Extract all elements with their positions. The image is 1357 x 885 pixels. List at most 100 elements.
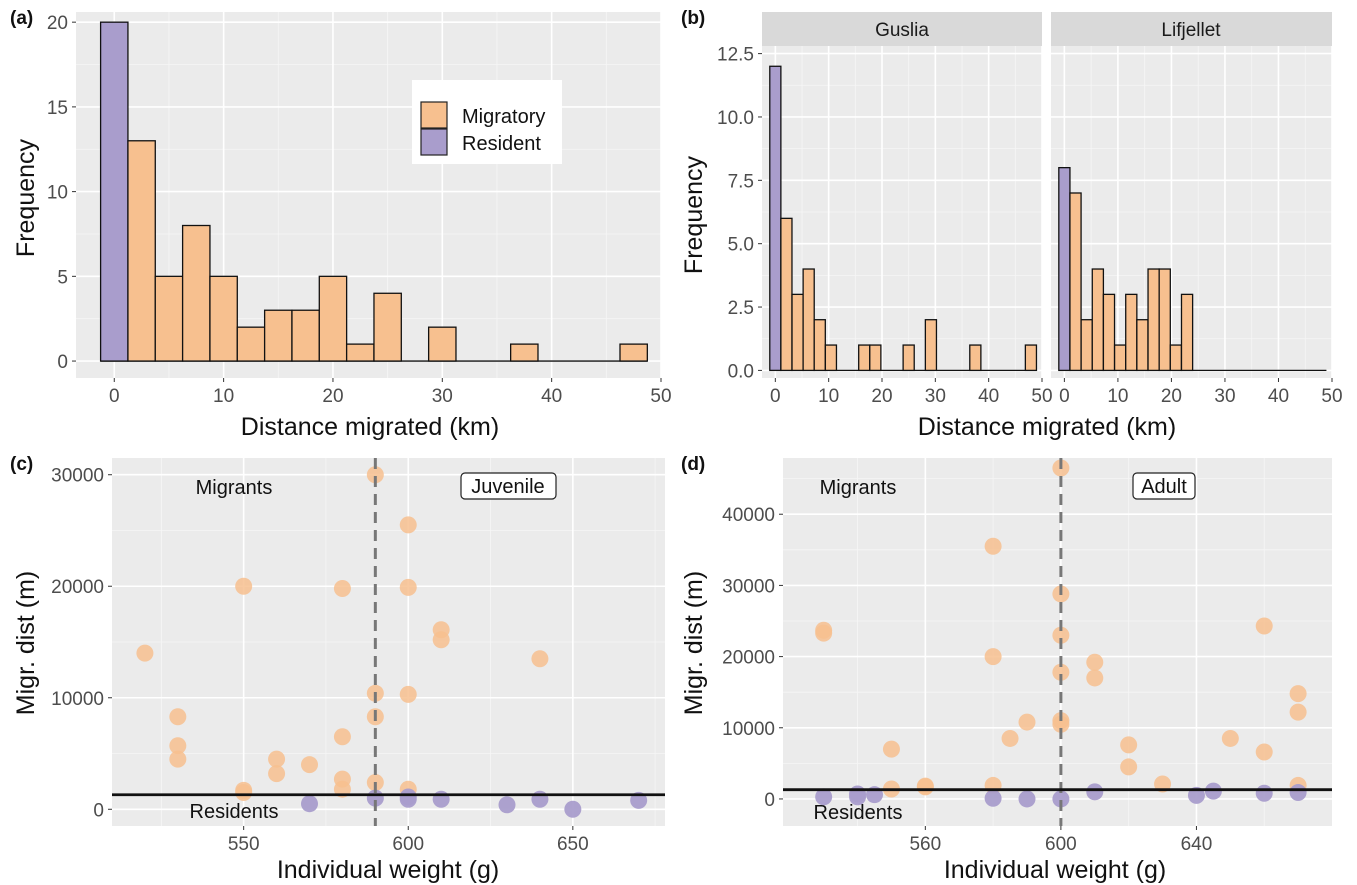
panel-d-plot: 560 600 640 0 10000 20000 30000 40000 <box>722 458 1332 855</box>
panel-d-adult-label: Adult <box>1141 476 1187 498</box>
point-migratory <box>1120 758 1138 776</box>
x-tick-label: 10 <box>818 386 839 407</box>
point-resident <box>301 795 318 813</box>
histogram-bar <box>1069 192 1082 372</box>
point-migratory <box>1289 703 1307 721</box>
point-resident <box>815 788 833 806</box>
y-tick-label: 10 <box>47 183 68 204</box>
panel-c: (c) 550 600 650 0 10000 20000 30000 Migrants R… <box>10 454 665 884</box>
histogram-bar <box>824 344 838 372</box>
histogram-bar <box>858 344 871 372</box>
panel-a-xlabel: Distance migrated (km) <box>241 413 499 441</box>
y-tick-label: 20000 <box>51 577 104 598</box>
y-tick-label: 15 <box>47 98 68 119</box>
histogram-bar <box>1024 344 1038 372</box>
x-tick-label: 560 <box>909 834 941 855</box>
histogram-bar <box>291 309 320 362</box>
point-resident <box>849 788 867 806</box>
histogram-bar <box>99 21 129 362</box>
y-tick-label: 10.0 <box>717 108 754 129</box>
point-migratory <box>432 631 450 649</box>
point-migratory <box>268 765 286 783</box>
point-migratory <box>366 466 384 484</box>
panel-a-label: (a) <box>10 8 33 29</box>
point-migratory <box>531 650 549 668</box>
point-migratory <box>1052 715 1070 733</box>
point-migratory <box>1289 685 1307 703</box>
x-tick-label: 550 <box>228 834 260 855</box>
point-migratory <box>1154 775 1172 793</box>
point-migratory <box>984 537 1002 555</box>
x-tick-label: 30 <box>925 386 946 407</box>
histogram-bar <box>373 292 402 362</box>
legend-label-resident: Resident <box>462 133 541 155</box>
histogram-bar <box>780 217 793 372</box>
histogram-bar <box>869 344 882 372</box>
histogram-bar <box>1091 268 1105 372</box>
point-migratory <box>301 756 318 774</box>
panel-c-label: (c) <box>10 454 33 475</box>
histogram-bar <box>902 344 915 372</box>
histogram-bar <box>802 268 815 372</box>
point-migratory <box>882 740 900 758</box>
histogram-bar <box>318 275 348 362</box>
histogram-bar <box>969 344 982 372</box>
point-migratory <box>1052 663 1070 681</box>
y-tick-label: 0 <box>57 352 68 373</box>
x-tick-label: 600 <box>1045 834 1077 855</box>
y-tick-label: 30000 <box>51 466 104 487</box>
point-resident <box>1255 784 1273 802</box>
x-tick-label: 30 <box>432 386 453 407</box>
panel-d-xlabel: Individual weight (g) <box>944 856 1166 884</box>
histogram-bar <box>1080 319 1093 372</box>
y-tick-label: 2.5 <box>728 298 754 319</box>
histogram-bar <box>619 343 648 362</box>
histogram-bar <box>1158 268 1171 372</box>
point-migratory <box>1255 743 1273 761</box>
histogram-bar <box>154 275 184 362</box>
facet-title-lifjellet: Lifjellet <box>1161 20 1221 41</box>
y-tick-label: 5 <box>57 267 68 288</box>
histogram-bar <box>345 343 375 362</box>
point-resident <box>399 790 417 808</box>
point-migratory <box>333 579 351 597</box>
point-migratory <box>1052 626 1070 644</box>
point-migratory <box>333 728 351 746</box>
panel-d-residents-label: Residents <box>814 802 903 824</box>
histogram-bar <box>427 326 457 362</box>
point-migratory <box>916 778 934 796</box>
panel-a-legend: Migratory Resident <box>412 80 562 164</box>
point-migratory <box>169 750 187 768</box>
histogram-bar <box>263 309 293 362</box>
panel-d-label: (d) <box>681 454 705 475</box>
y-tick-label: 30000 <box>722 576 775 597</box>
x-tick-label: 20 <box>322 386 343 407</box>
x-tick-label: 50 <box>1321 386 1342 407</box>
x-tick-label: 50 <box>1031 386 1052 407</box>
panel-c-residents-label: Residents <box>190 801 279 823</box>
point-resident <box>564 800 582 818</box>
point-resident <box>1204 782 1222 800</box>
point-migratory <box>1120 736 1138 754</box>
point-resident <box>1052 790 1070 808</box>
histogram-bar <box>813 319 826 372</box>
y-tick-label: 10000 <box>51 689 104 710</box>
histogram-bar <box>1169 344 1183 372</box>
x-tick-label: 50 <box>650 386 671 407</box>
legend-key-resident <box>420 128 448 156</box>
x-tick-label: 40 <box>978 386 999 407</box>
x-tick-label: 10 <box>1107 386 1128 407</box>
y-tick-label: 40000 <box>722 505 775 526</box>
y-tick-label: 7.5 <box>728 171 754 192</box>
y-tick-label: 0.0 <box>728 361 754 382</box>
histogram-bar <box>209 275 238 362</box>
point-resident <box>1018 790 1036 808</box>
point-resident <box>531 790 549 808</box>
point-migratory <box>169 708 187 726</box>
panel-a: (a) 0 10 20 30 40 50 0 5 10 15 20 Distance migrate… <box>10 8 672 441</box>
histogram-bar <box>236 326 266 362</box>
point-resident <box>1187 786 1205 804</box>
x-tick-label: 640 <box>1181 834 1213 855</box>
panel-b-lifjellet-plot: 0 10 20 30 40 50 <box>1051 46 1343 407</box>
